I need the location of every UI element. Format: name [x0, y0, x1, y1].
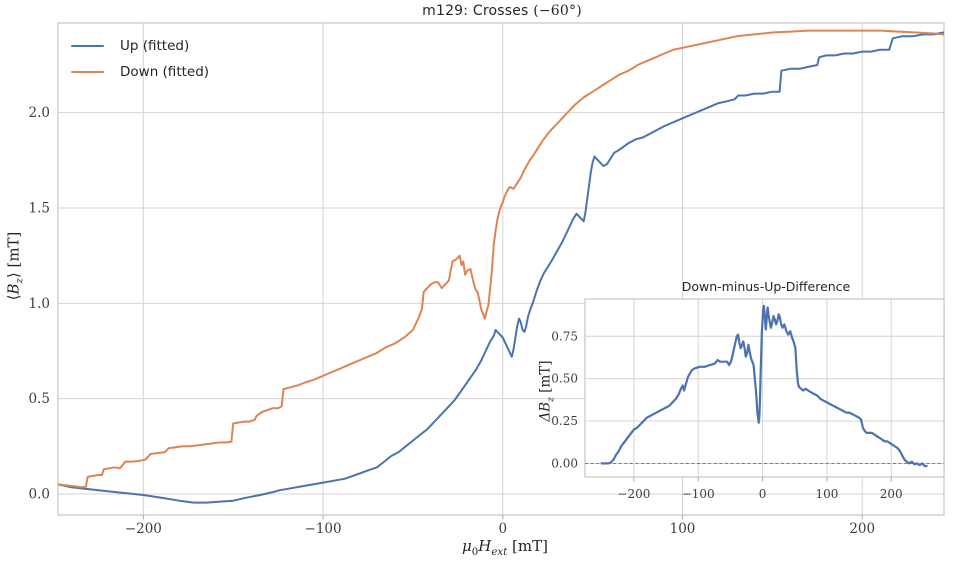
y-tick-label: 0.25: [551, 414, 578, 428]
series-group: [57, 29, 945, 504]
y-tick-label: 1.0: [29, 296, 50, 312]
inset-axes: −200 −100 0 100 200 0.00 0.25 0.50 0.75: [551, 298, 945, 501]
y-tick-label: 0.00: [551, 456, 578, 470]
down-curve: [57, 29, 945, 489]
x-tick-label: −200: [125, 521, 162, 537]
x-tick-label: −100: [305, 521, 342, 537]
main-axes: −200 −100 0 100 200 0.0 0.5 1.0 1.5 2.0: [29, 22, 945, 537]
y-tick-label: 0.50: [551, 372, 578, 386]
series-group: [600, 304, 928, 468]
x-tick-label: 100: [815, 487, 838, 501]
axes-spine: [57, 22, 945, 516]
x-tick-label: −100: [682, 487, 715, 501]
y-tick-label: 0.0: [29, 487, 50, 503]
x-tick-label: −200: [617, 487, 650, 501]
x-tick-label: 100: [670, 521, 696, 537]
y-tick-label: 2.0: [29, 105, 50, 121]
x-tick-label: 200: [849, 521, 875, 537]
up-curve: [57, 31, 945, 504]
y-tick-label: 1.5: [29, 200, 50, 216]
x-tick-label: 200: [880, 487, 903, 501]
x-tick-label: 0: [759, 487, 767, 501]
x-tick-label: 0: [499, 521, 508, 537]
y-tick-label: 0.75: [551, 329, 578, 343]
axes-spine: [584, 298, 945, 478]
y-tick-label: 0.5: [29, 391, 50, 407]
diff-curve: [600, 304, 928, 468]
inset-background: [585, 299, 944, 477]
